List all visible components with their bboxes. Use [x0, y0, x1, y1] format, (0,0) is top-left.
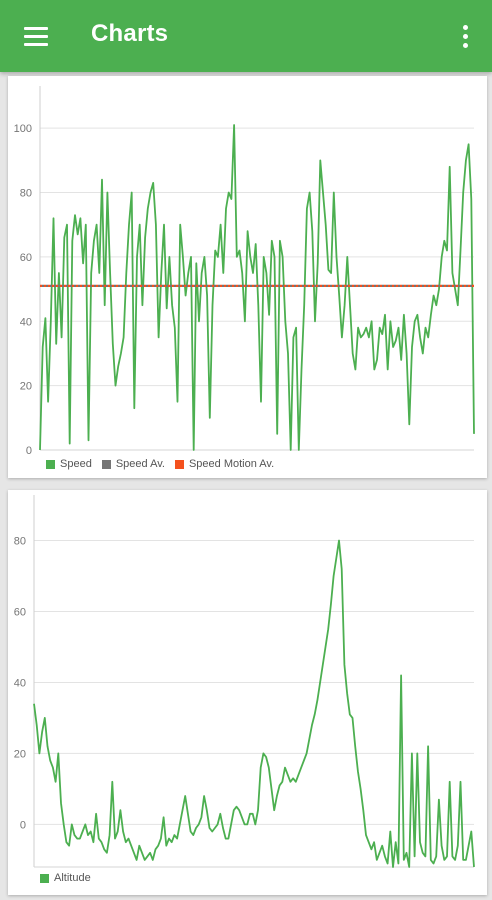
- altitude-chart-card: 0 20 40 60 80 Altitude: [8, 490, 487, 895]
- altitude-chart[interactable]: 0 20 40 60 80: [8, 490, 487, 895]
- y-tick-label: 0: [26, 445, 32, 457]
- y-tick-label: 100: [14, 123, 32, 135]
- speed-chart[interactable]: 0 20 40 60 80 100: [8, 76, 487, 478]
- legend-item: Speed Av.: [101, 458, 165, 470]
- y-tick-label: 80: [20, 188, 32, 200]
- legend-label: Altitude: [54, 872, 91, 884]
- series-altitude-line: [33, 539, 475, 868]
- speed-chart-legend: Speed Speed Av. Speed Motion Av.: [46, 458, 274, 470]
- altitude-chart-legend: Altitude: [40, 872, 91, 884]
- y-tick-label: 80: [14, 535, 26, 547]
- y-tick-label: 20: [20, 381, 32, 393]
- legend-swatch: [174, 459, 184, 469]
- page-title: Charts: [91, 20, 169, 47]
- legend-label: Speed Av.: [115, 458, 165, 470]
- y-tick-label: 40: [20, 316, 32, 328]
- y-tick-label: 60: [14, 606, 26, 618]
- legend-swatch: [40, 873, 49, 883]
- y-tick-label: 0: [20, 819, 26, 831]
- legend-swatch: [101, 459, 111, 469]
- hamburger-menu-icon[interactable]: [14, 14, 58, 58]
- legend-item: Speed: [46, 458, 92, 470]
- legend-label: Speed Motion Av.: [188, 458, 275, 470]
- y-tick-label: 40: [14, 677, 26, 689]
- legend-item: Altitude: [40, 872, 91, 884]
- y-tick-label: 20: [14, 748, 26, 760]
- more-vert-icon[interactable]: [448, 14, 482, 58]
- speed-chart-card: 0 20 40 60 80 100 Speed Speed Av. Speed Motion …: [8, 76, 487, 478]
- series-speed-line: [39, 124, 475, 451]
- legend-item: Speed Motion Av.: [174, 458, 275, 470]
- y-tick-label: 60: [20, 252, 32, 264]
- legend-swatch: [46, 459, 55, 469]
- app-bar: Charts: [0, 0, 492, 72]
- legend-label: Speed: [60, 458, 92, 470]
